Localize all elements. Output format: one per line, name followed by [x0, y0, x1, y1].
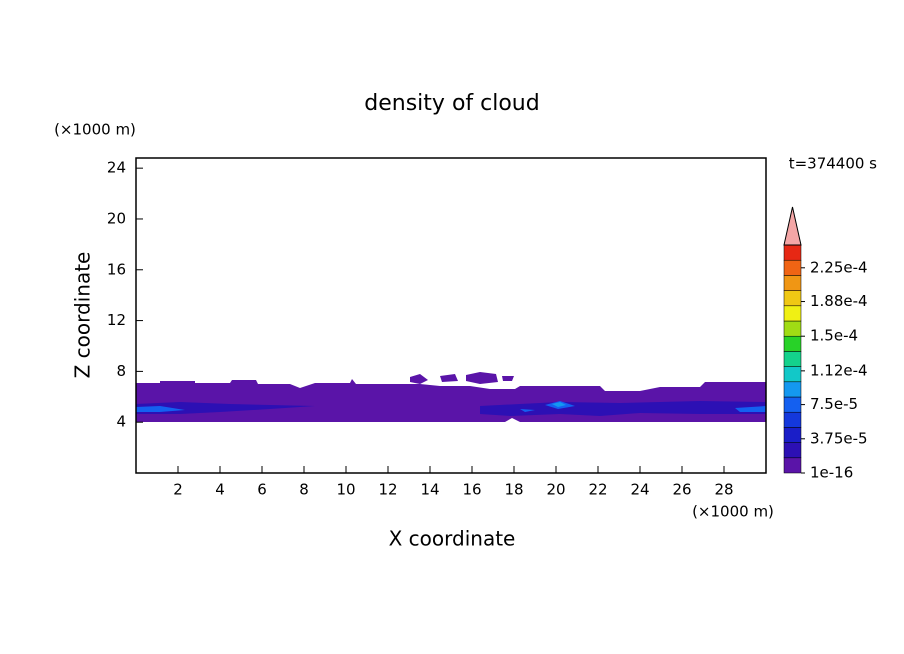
x-tick-label: 24	[630, 481, 649, 499]
x-tick-label: 14	[420, 481, 439, 499]
colorbar-label: 2.25e-4	[810, 258, 868, 276]
colorbar-band	[783, 259, 802, 276]
colorbar-label: 7.5e-5	[810, 395, 858, 413]
x-tick-label: 18	[504, 481, 523, 499]
colorbar-band	[783, 366, 802, 383]
colorbar-band	[783, 411, 802, 428]
colorbar-band	[783, 381, 802, 398]
y-tick-label: 20	[107, 209, 126, 227]
cloud-region	[410, 372, 514, 384]
cloud-region	[136, 401, 766, 416]
annotation: t=374400 s	[789, 155, 877, 173]
colorbar-band	[783, 290, 802, 307]
x-tick-label: 26	[672, 481, 691, 499]
colorbar-band	[783, 275, 802, 291]
x-tick-label: 12	[378, 481, 397, 499]
x-tick-label: 2	[173, 481, 183, 499]
colorbar-label: 1.12e-4	[810, 361, 868, 379]
x-tick-label: 28	[714, 481, 733, 499]
x-tick-label: 8	[299, 481, 309, 499]
y-tick-label: 12	[107, 311, 126, 329]
colorbar-band	[783, 335, 802, 352]
colorbar-band	[783, 244, 802, 261]
x-tick-label: 6	[257, 481, 267, 499]
colorbar-label: 1e-16	[810, 464, 853, 482]
colorbar-label: 1.5e-4	[810, 327, 858, 345]
colorbar-band	[783, 305, 802, 322]
colorbar-band	[783, 442, 802, 459]
x-tick-label: 10	[336, 481, 355, 499]
x-tick-label: 16	[462, 481, 481, 499]
colorbar-band	[783, 320, 802, 337]
colorbar-extension	[783, 206, 802, 246]
chart-title: density of cloud	[364, 91, 539, 116]
y-tick-label: 24	[107, 159, 126, 177]
cloud-field	[136, 372, 766, 422]
colorbar-band	[783, 457, 802, 474]
x-tick-label: 22	[588, 481, 607, 499]
y-unit: (×1000 m)	[54, 121, 136, 139]
plot-frame	[135, 157, 767, 474]
x-tick-label: 4	[215, 481, 225, 499]
colorbar-band	[783, 396, 802, 413]
colorbar-label: 1.88e-4	[810, 292, 868, 310]
y-tick-label: 16	[107, 260, 126, 278]
x-unit: (×1000 m)	[692, 503, 774, 521]
colorbar-label: 3.75e-5	[810, 429, 868, 447]
y-axis-label: Z coordinate	[71, 252, 95, 379]
x-tick-label: 20	[546, 481, 565, 499]
y-tick-label: 8	[116, 362, 126, 380]
x-axis-label: X coordinate	[389, 527, 516, 551]
colorbar-band	[783, 351, 802, 367]
y-tick-label: 4	[116, 413, 126, 431]
colorbar-band	[783, 427, 802, 443]
cloud-region	[552, 402, 566, 407]
cloud-region	[136, 379, 766, 422]
